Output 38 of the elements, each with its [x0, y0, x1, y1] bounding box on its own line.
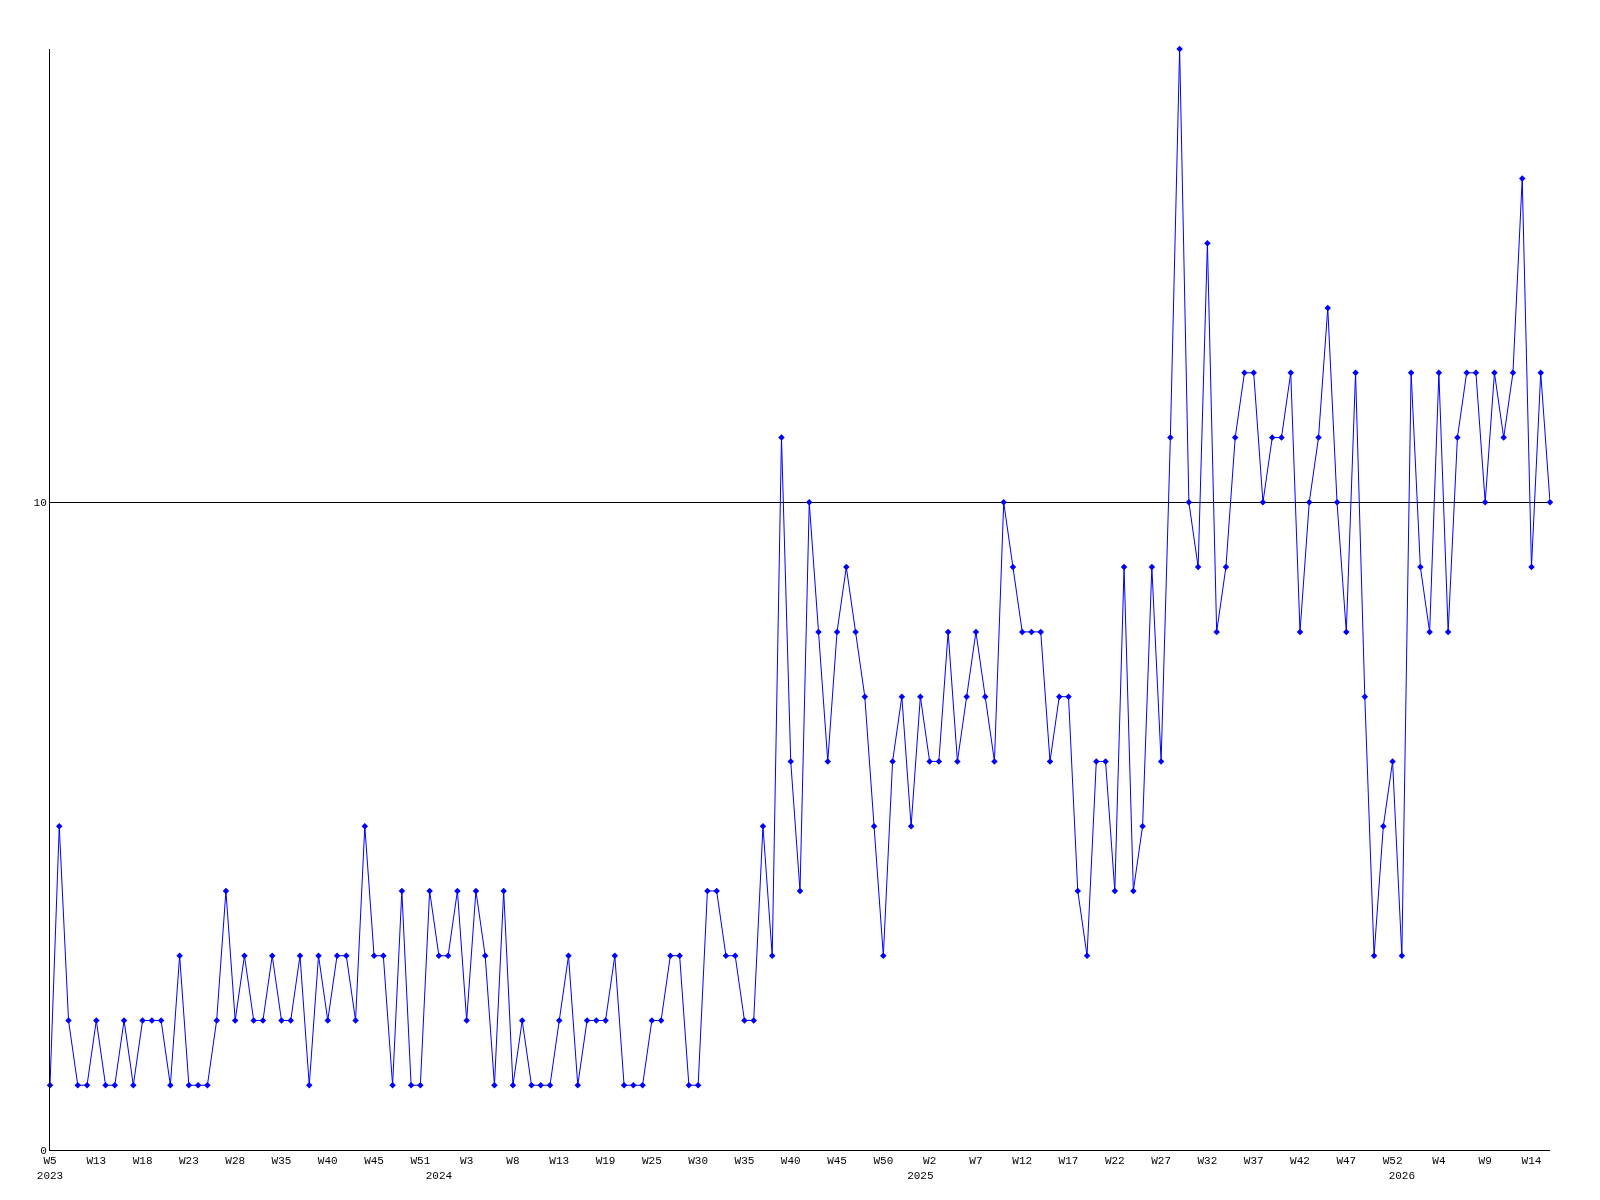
x-tick-label: W50: [873, 1155, 894, 1168]
y-tick-label: 0: [40, 1144, 47, 1157]
y-tick-label: 10: [33, 497, 47, 510]
x-tick-label: W14: [1521, 1155, 1542, 1168]
x-tick-label: W42: [1290, 1155, 1310, 1168]
x-tick-label: W30: [688, 1155, 709, 1168]
x-tick-label: W5 2023: [36, 1155, 64, 1182]
x-tick-label: W22: [1104, 1155, 1125, 1168]
x-tick-label: W7: [969, 1155, 983, 1168]
x-tick-label: W23: [178, 1155, 199, 1168]
x-tick-label: W52: [1382, 1155, 1403, 1168]
x-tick-label: W9: [1478, 1155, 1492, 1168]
x-tick-label: 2026: [1388, 1169, 1416, 1182]
x-tick-label: W40: [780, 1155, 801, 1168]
x-tick-label: W32: [1197, 1155, 1218, 1168]
x-tick-label: W17: [1058, 1155, 1079, 1168]
x-tick-label: W12: [1012, 1155, 1033, 1168]
x-tick-label: W37: [1243, 1155, 1264, 1168]
x-tick-label: W40: [317, 1155, 338, 1168]
x-tick-label: W35: [271, 1155, 292, 1168]
x-tick-label: W19: [595, 1155, 616, 1168]
x-tick-label: W4: [1432, 1155, 1446, 1168]
x-tick-label: W47: [1336, 1155, 1357, 1168]
x-tick-label: W35: [734, 1155, 755, 1168]
x-tick-label: W28: [225, 1155, 246, 1168]
x-tick-label: W18: [132, 1155, 153, 1168]
x-tick-label: W45: [827, 1155, 847, 1168]
x-tick-label: W13: [86, 1155, 107, 1168]
x-tick-label: W45: [364, 1155, 384, 1168]
x-tick-label: 2025: [907, 1169, 934, 1182]
x-tick-label: W51: [410, 1155, 431, 1168]
x-tick-label: W8: [506, 1155, 520, 1168]
x-tick-label: 2024: [425, 1169, 453, 1182]
x-tick-label: W2: [923, 1155, 937, 1168]
x-tick-label: W27: [1151, 1155, 1172, 1168]
x-tick-label: W25: [641, 1155, 662, 1168]
x-tick-label: W13: [549, 1155, 570, 1168]
x-tick-label: W3: [460, 1155, 474, 1168]
